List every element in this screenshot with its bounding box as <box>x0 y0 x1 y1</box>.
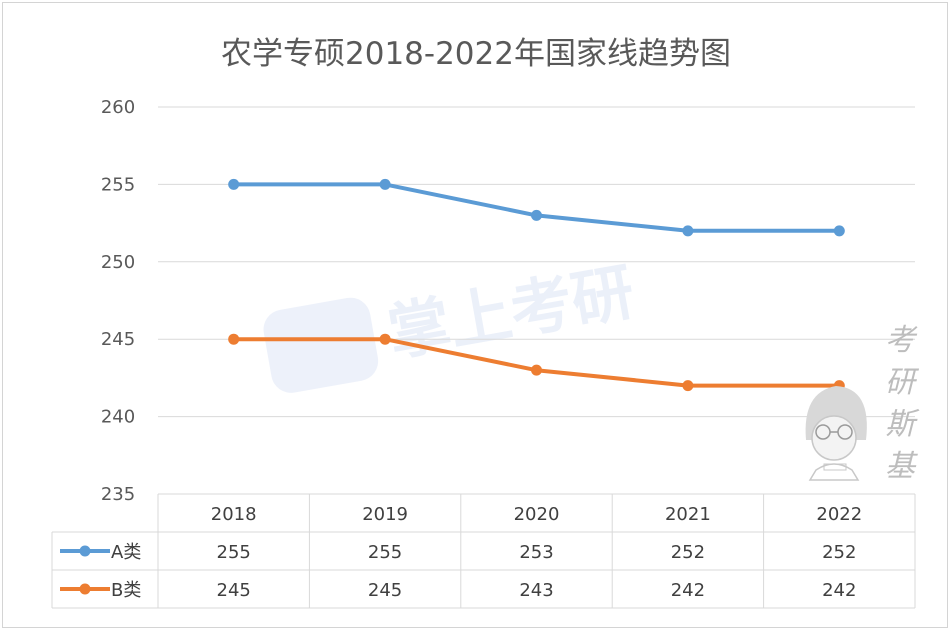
side-brand-char-4: 基 <box>885 449 918 484</box>
chart-title: 农学专硕2018-2022年国家线趋势图 <box>221 36 731 72</box>
watermark-text: 掌上考研 <box>383 255 640 370</box>
side-brand: 考 研 斯 基 <box>805 323 920 484</box>
table-cell-value: 243 <box>519 580 553 601</box>
x-category-label: 2019 <box>362 504 408 525</box>
series-layer <box>228 178 845 392</box>
legend-key-marker <box>79 583 91 595</box>
y-axis: 260 255 250 245 240 235 <box>101 97 135 505</box>
data-point <box>682 380 694 392</box>
y-tick-label: 255 <box>101 174 135 195</box>
side-brand-char-2: 研 <box>885 365 920 400</box>
data-table: 2018 2019 2020 2021 2022 A类 255 255 253 252 252 B类 2… <box>51 493 916 609</box>
data-point <box>531 364 542 376</box>
mascot-icon <box>805 386 867 481</box>
legend-entry: B类 <box>111 580 141 601</box>
side-brand-char-3: 斯 <box>885 407 920 442</box>
table-cell-value: 245 <box>368 580 402 601</box>
y-tick-label: 240 <box>101 407 135 428</box>
table-cell-value: 245 <box>217 580 251 601</box>
table-cell-value: 252 <box>822 542 856 563</box>
y-tick-label: 235 <box>101 484 135 505</box>
table-cell-value: 242 <box>822 580 856 601</box>
side-brand-char-1: 考 <box>885 323 918 358</box>
table-cell-value: 242 <box>671 580 705 601</box>
data-point <box>228 178 240 190</box>
legend-key-marker <box>79 545 91 557</box>
table-cell-value: 252 <box>671 542 705 563</box>
watermark-logo-icon <box>263 297 379 393</box>
data-point <box>833 225 845 237</box>
data-point <box>682 225 694 237</box>
y-tick-label: 245 <box>101 329 135 350</box>
table-cell-value: 255 <box>368 542 402 563</box>
data-point <box>228 333 240 345</box>
y-tick-label: 260 <box>101 97 135 118</box>
table-cell-value: 255 <box>217 542 251 563</box>
x-category-label: 2021 <box>665 504 711 525</box>
table-cell-value: 253 <box>519 542 553 563</box>
y-tick-label: 250 <box>101 252 135 273</box>
series-line <box>231 182 842 233</box>
x-category-label: 2022 <box>816 504 862 525</box>
x-category-label: 2020 <box>514 504 560 525</box>
data-point <box>379 333 391 345</box>
x-category-label: 2018 <box>211 504 257 525</box>
legend-entry: A类 <box>111 542 141 563</box>
data-point <box>379 178 391 190</box>
data-point <box>531 209 542 221</box>
